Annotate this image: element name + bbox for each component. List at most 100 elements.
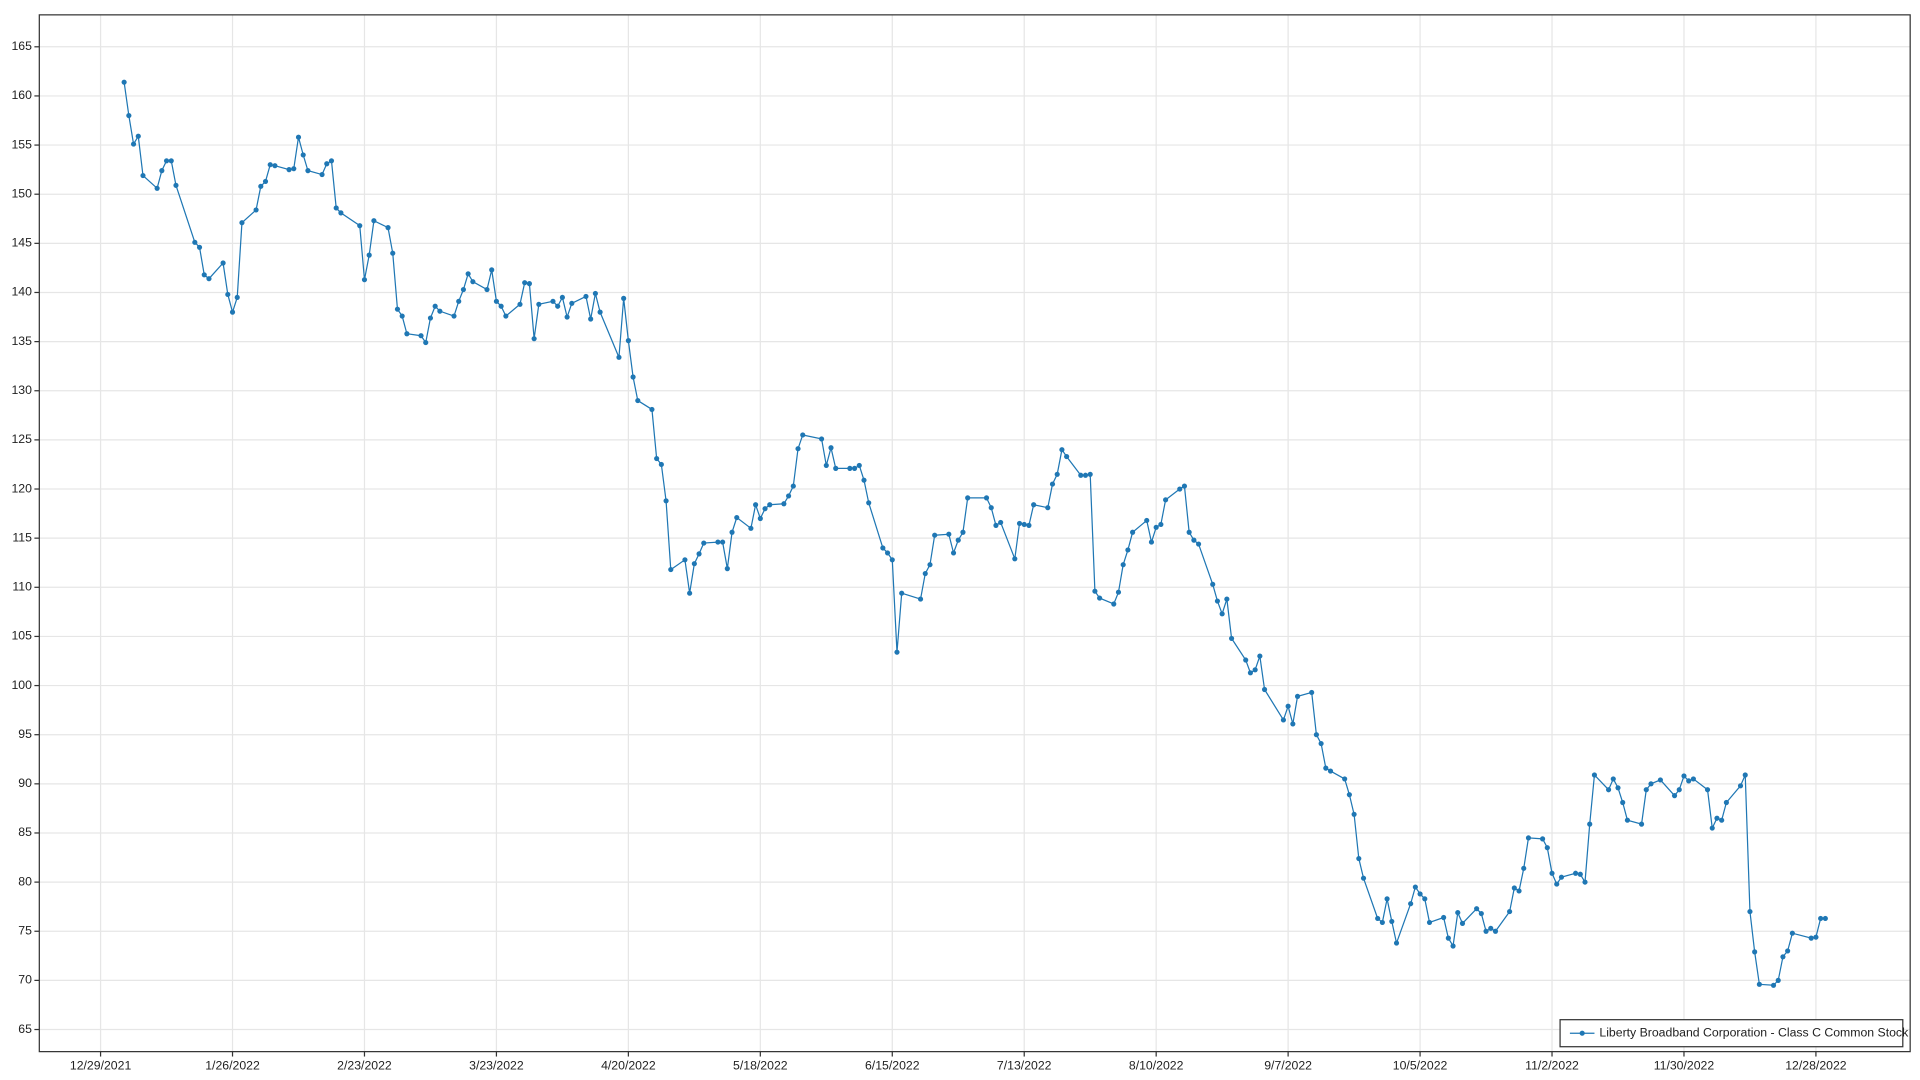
point bbox=[484, 286, 490, 293]
point bbox=[720, 539, 726, 545]
point bbox=[1323, 765, 1329, 771]
point bbox=[1558, 874, 1565, 880]
point bbox=[1690, 776, 1696, 782]
y-tick-label: 155 bbox=[11, 137, 32, 151]
point bbox=[253, 207, 259, 213]
point bbox=[1671, 793, 1678, 799]
point bbox=[861, 477, 867, 483]
point bbox=[1313, 732, 1319, 738]
point bbox=[1360, 875, 1367, 881]
point bbox=[1228, 635, 1235, 641]
point bbox=[1719, 817, 1725, 823]
point bbox=[1309, 689, 1315, 696]
point bbox=[993, 522, 999, 528]
y-tick-label: 130 bbox=[11, 383, 32, 397]
x-tick-label: 5/18/2022 bbox=[733, 1059, 788, 1073]
point bbox=[1808, 935, 1814, 941]
point bbox=[1054, 471, 1060, 477]
y-tick-label: 70 bbox=[18, 973, 32, 987]
point bbox=[1097, 595, 1103, 601]
point bbox=[1624, 817, 1631, 823]
point bbox=[748, 525, 754, 531]
point bbox=[1196, 541, 1202, 547]
point bbox=[1327, 768, 1334, 774]
point bbox=[583, 293, 589, 299]
point bbox=[998, 519, 1004, 526]
point bbox=[1818, 915, 1824, 922]
point bbox=[687, 590, 693, 596]
point bbox=[790, 483, 796, 489]
point bbox=[1247, 670, 1254, 676]
point bbox=[262, 178, 269, 185]
point bbox=[1573, 870, 1579, 876]
point bbox=[1822, 915, 1828, 922]
point bbox=[621, 295, 627, 301]
y-tick-label: 160 bbox=[11, 88, 32, 102]
x-tick-label: 1/26/2022 bbox=[205, 1059, 260, 1073]
point bbox=[564, 314, 570, 320]
y-tick-label: 80 bbox=[18, 874, 32, 888]
y-tick-label: 90 bbox=[18, 776, 32, 790]
point bbox=[658, 461, 664, 468]
point bbox=[135, 133, 141, 139]
point bbox=[536, 301, 542, 307]
point bbox=[286, 167, 292, 173]
point bbox=[946, 531, 952, 537]
point bbox=[333, 205, 339, 211]
point bbox=[1064, 454, 1070, 460]
point bbox=[786, 493, 792, 499]
point bbox=[154, 185, 160, 191]
point bbox=[1615, 785, 1621, 791]
point bbox=[1770, 982, 1777, 988]
point bbox=[983, 495, 990, 501]
x-tick-label: 12/29/2021 bbox=[70, 1059, 132, 1073]
point bbox=[729, 529, 735, 535]
point bbox=[498, 303, 504, 309]
x-tick-label: 8/10/2022 bbox=[1129, 1059, 1184, 1073]
y-tick-label: 165 bbox=[11, 39, 32, 53]
y-tick-label: 75 bbox=[18, 923, 32, 937]
point bbox=[922, 570, 928, 577]
point bbox=[1210, 581, 1216, 587]
point bbox=[1540, 836, 1546, 842]
point bbox=[592, 290, 598, 297]
point bbox=[663, 498, 669, 504]
point bbox=[1158, 521, 1164, 527]
point bbox=[1714, 815, 1720, 821]
point bbox=[1492, 928, 1499, 934]
point bbox=[1191, 537, 1197, 543]
point bbox=[1610, 776, 1616, 782]
x-tick-label: 9/7/2022 bbox=[1264, 1059, 1312, 1073]
point bbox=[1483, 928, 1489, 934]
point bbox=[1422, 896, 1428, 902]
point bbox=[1780, 954, 1786, 960]
point bbox=[828, 445, 834, 451]
point bbox=[201, 272, 207, 278]
point bbox=[1059, 447, 1065, 453]
point bbox=[654, 455, 660, 462]
plot-frame bbox=[38, 14, 1911, 1053]
point bbox=[555, 303, 561, 309]
point bbox=[1577, 871, 1583, 877]
point bbox=[866, 500, 872, 506]
point bbox=[889, 557, 895, 563]
point bbox=[437, 308, 443, 314]
point bbox=[819, 436, 825, 442]
point bbox=[1016, 520, 1023, 526]
point bbox=[1379, 919, 1385, 925]
point bbox=[1346, 792, 1352, 798]
point bbox=[1643, 787, 1649, 793]
point bbox=[1620, 799, 1626, 806]
point bbox=[328, 158, 335, 164]
point bbox=[1657, 777, 1663, 783]
point bbox=[423, 340, 429, 346]
point bbox=[526, 281, 532, 287]
point bbox=[220, 260, 226, 266]
point bbox=[1078, 472, 1084, 478]
point bbox=[884, 550, 891, 556]
point bbox=[361, 277, 368, 283]
point bbox=[493, 298, 500, 304]
point bbox=[894, 649, 900, 655]
y-tick-label: 110 bbox=[12, 580, 32, 594]
point bbox=[724, 566, 730, 572]
